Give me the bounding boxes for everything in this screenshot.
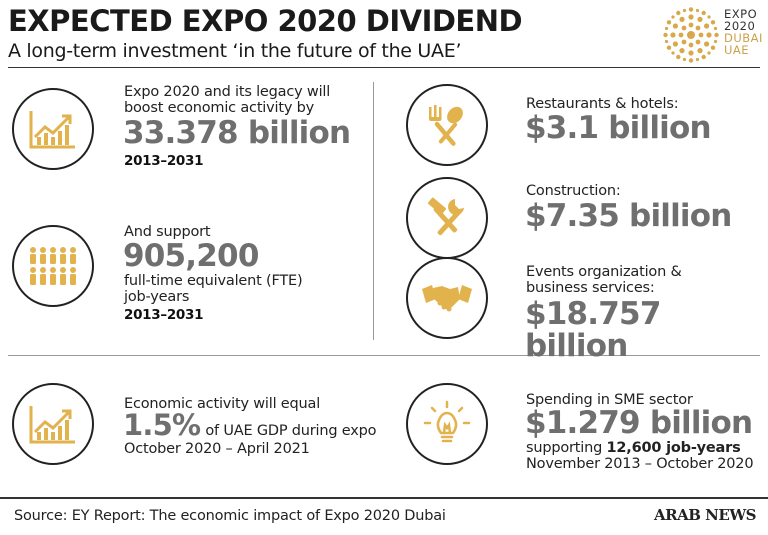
logo-line-uae: UAE: [724, 43, 750, 57]
construction-value: $7.35 billion: [525, 198, 732, 234]
sme-circle: [406, 383, 488, 465]
sme-label: Spending in SME sector: [526, 392, 693, 408]
expo-sunburst-icon: [663, 7, 719, 63]
restaurants-label: Restaurants & hotels:: [526, 96, 679, 112]
source-note: Source: EY Report: The economic impact o…: [14, 508, 446, 524]
logo-line-expo: EXPO: [724, 7, 758, 21]
jobs-value: 905,200: [123, 238, 259, 274]
economic-intro: Expo 2020 and its legacy will boost econ…: [124, 84, 331, 116]
gdp-line: 1.5% of UAE GDP during expo: [123, 408, 376, 442]
restaurants-circle: [406, 84, 488, 166]
footer-divider: [0, 497, 768, 499]
handshake-icon: [422, 285, 472, 312]
sme-jobs: 12,600 job-years: [606, 440, 741, 456]
jobs-period: 2013–2031: [124, 307, 204, 323]
gdp-circle: [12, 383, 94, 465]
gdp-period: October 2020 – April 2021: [124, 441, 310, 457]
logo-line-dubai: DUBAI: [724, 31, 763, 45]
events-value: $18.757 billion: [525, 296, 661, 364]
gdp-value: 1.5%: [123, 408, 201, 442]
sme-supporting-line: supporting 12,600 job-years: [526, 440, 741, 456]
sme-period: November 2013 – October 2020: [526, 456, 754, 472]
gdp-intro: Economic activity will equal: [124, 396, 321, 412]
column-divider: [373, 82, 374, 340]
page-title: EXPECTED EXPO 2020 DIVIDEND: [8, 4, 523, 38]
gdp-description: of UAE GDP during expo: [205, 423, 377, 439]
lightbulb-icon: [423, 400, 471, 443]
sme-supporting-word: supporting: [526, 440, 603, 456]
sme-value: $1.279 billion: [525, 405, 753, 441]
page-subtitle: A long-term investment ‘in the future of…: [8, 40, 462, 62]
events-label: Events organization & business services:: [526, 264, 682, 296]
chart-growth-icon: [29, 111, 75, 149]
arab-news-logo: ARAB NEWS: [654, 506, 756, 524]
construction-label: Construction:: [526, 183, 621, 199]
people-circle: [12, 225, 94, 307]
hammer-wrench-icon: [427, 197, 464, 236]
events-circle: [406, 257, 488, 339]
growth-circle: [12, 88, 94, 170]
jobs-intro: And support: [124, 224, 211, 240]
expo-logo-text: EXPO 2020 DUBAI UAE: [724, 8, 763, 56]
people-icon: [30, 247, 76, 285]
expo-logo: EXPO 2020 DUBAI UAE: [662, 6, 762, 64]
restaurants-value: $3.1 billion: [525, 110, 712, 146]
section-divider: [8, 355, 760, 356]
economic-period: 2013–2031: [124, 153, 204, 169]
jobs-description: full-time equivalent (FTE) job-years: [124, 273, 303, 305]
construction-circle: [406, 177, 488, 259]
chart-growth-icon: [29, 406, 75, 444]
fork-spoon-icon: [429, 105, 463, 146]
logo-line-2020: 2020: [724, 19, 756, 33]
header-divider: [8, 67, 760, 68]
economic-value: 33.378 billion: [123, 115, 351, 151]
